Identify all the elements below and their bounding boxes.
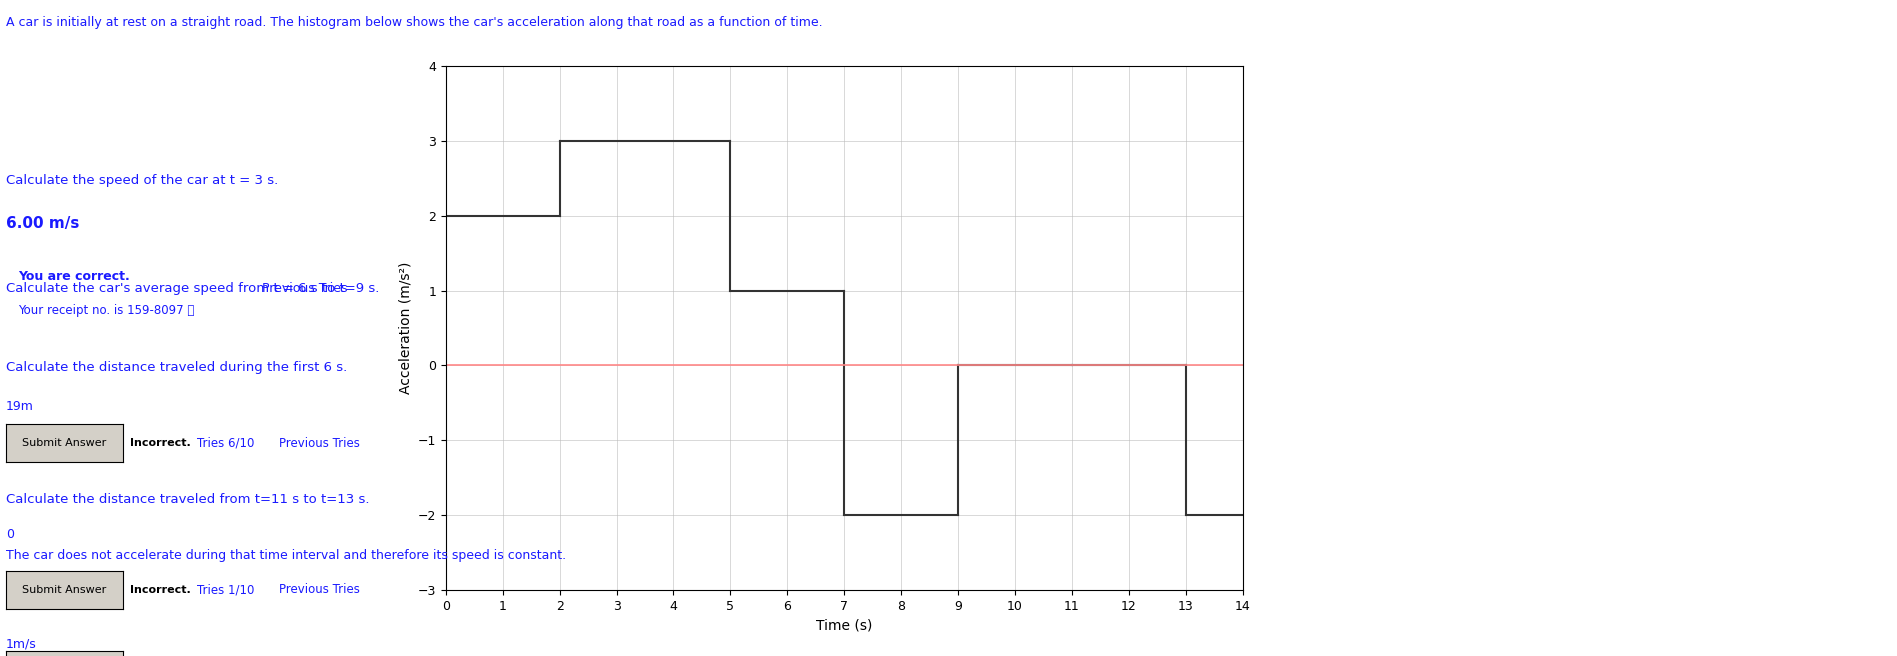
Text: Your receipt no. is 159-8097 ⓘ: Your receipt no. is 159-8097 ⓘ (19, 304, 193, 317)
Text: Incorrect.: Incorrect. (129, 438, 192, 449)
Text: 0: 0 (6, 528, 13, 541)
Text: Tries 1/10: Tries 1/10 (197, 583, 254, 596)
Text: A car is initially at rest on a straight road. The histogram below shows the car: A car is initially at rest on a straight… (6, 16, 821, 30)
Text: Previous Tries: Previous Tries (279, 437, 360, 450)
Text: Submit Answer: Submit Answer (23, 584, 106, 595)
Text: Incorrect.: Incorrect. (129, 584, 192, 595)
Text: Tries 6/10: Tries 6/10 (197, 437, 254, 450)
Text: Calculate the car's average speed from t = 6 s to t=9 s.: Calculate the car's average speed from t… (6, 282, 379, 295)
Text: Calculate the speed of the car at t = 3 s.: Calculate the speed of the car at t = 3 … (6, 174, 279, 187)
Text: Previous Tries: Previous Tries (279, 583, 360, 596)
Text: Submit Answer: Submit Answer (23, 438, 106, 449)
X-axis label: Time (s): Time (s) (816, 619, 873, 632)
Y-axis label: Acceleration (m/s²): Acceleration (m/s²) (398, 262, 412, 394)
Text: Calculate the distance traveled during the first 6 s.: Calculate the distance traveled during t… (6, 361, 347, 374)
Text: 1m/s: 1m/s (6, 638, 36, 651)
Text: Previous Tries: Previous Tries (262, 282, 347, 295)
Text: 6.00 m/s: 6.00 m/s (6, 216, 80, 232)
Text: You are correct.: You are correct. (19, 270, 129, 283)
Text: Calculate the distance traveled from t=11 s to t=13 s.: Calculate the distance traveled from t=1… (6, 493, 370, 506)
Text: 19m: 19m (6, 400, 34, 413)
Text: The car does not accelerate during that time interval and therefore its speed is: The car does not accelerate during that … (6, 549, 565, 562)
